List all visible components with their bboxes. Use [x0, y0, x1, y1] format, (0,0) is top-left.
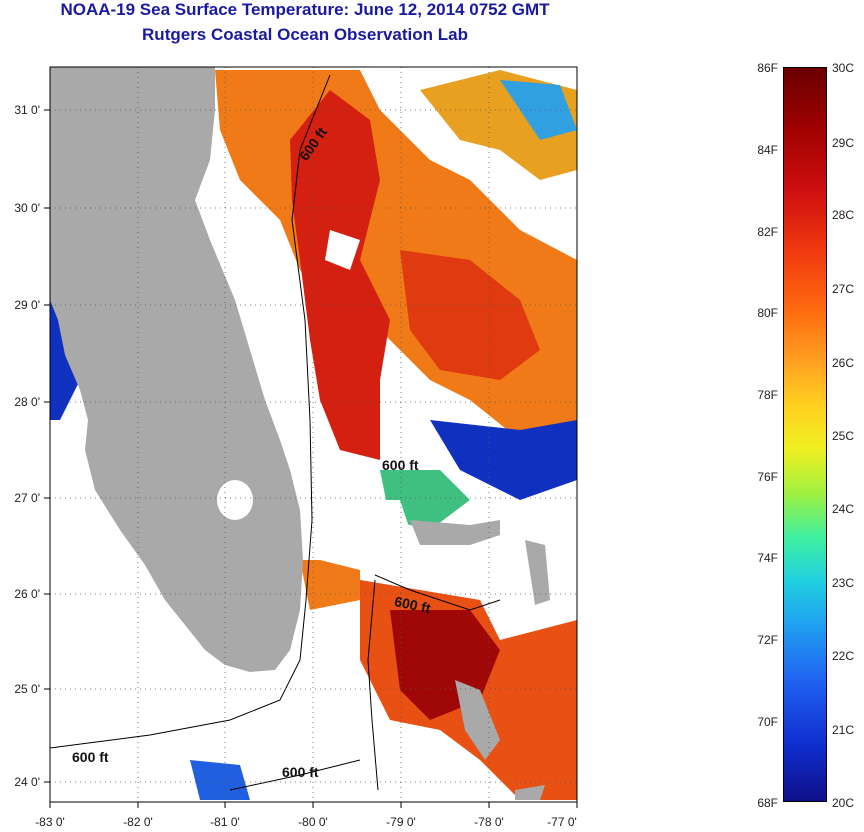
bahamas-land — [515, 785, 545, 800]
fahrenheit-tick: 86F — [757, 61, 778, 75]
cloud-cover — [390, 380, 445, 420]
contour-label: 600 ft — [282, 764, 319, 780]
latitude-label: 27 0' — [14, 491, 40, 505]
fahrenheit-tick: 70F — [757, 715, 778, 729]
latitude-label: 24 0' — [14, 775, 40, 789]
longitude-label: -82 0' — [123, 815, 153, 829]
warm-water-region — [300, 560, 360, 610]
celsius-tick: 24C — [832, 502, 855, 516]
map-title: NOAA-19 Sea Surface Temperature: June 12… — [60, 0, 550, 19]
celsius-tick: 30C — [832, 61, 855, 75]
gulf-stream-region — [400, 250, 540, 380]
bahamas-land — [410, 520, 500, 545]
celsius-tick: 27C — [832, 282, 855, 296]
contour-label: 600 ft — [72, 749, 109, 765]
celsius-tick: 26C — [832, 356, 855, 370]
latitude-label: 25 0' — [14, 682, 40, 696]
fahrenheit-tick: 78F — [757, 388, 778, 402]
gulf-stream-region — [290, 90, 390, 460]
longitude-label: -79 0' — [386, 815, 416, 829]
cool-water-region — [430, 420, 577, 500]
celsius-tick: 29C — [832, 136, 855, 150]
longitude-label: -80 0' — [298, 815, 328, 829]
latitude-label: 26 0' — [14, 587, 40, 601]
latitude-label: 31 0' — [14, 103, 40, 117]
cool-water-region — [500, 80, 577, 140]
celsius-tick: 21C — [832, 723, 855, 737]
bahamas-land — [455, 680, 500, 760]
fahrenheit-tick: 80F — [757, 306, 778, 320]
celsius-tick: 22C — [832, 649, 855, 663]
fahrenheit-tick: 82F — [757, 225, 778, 239]
fahrenheit-tick: 84F — [757, 143, 778, 157]
bahamas-land — [525, 540, 550, 605]
cool-water-region — [190, 760, 250, 800]
celsius-tick: 20C — [832, 796, 855, 810]
fahrenheit-tick: 72F — [757, 633, 778, 647]
axis-ticks — [44, 109, 578, 808]
600ft-contour — [374, 574, 501, 611]
longitude-label: -83 0' — [35, 815, 65, 829]
longitude-label: -78 0' — [474, 815, 504, 829]
lake-okeechobee — [217, 480, 253, 520]
map-subtitle: Rutgers Coastal Ocean Observation Lab — [142, 25, 468, 44]
cloud-cover — [300, 500, 420, 570]
contour-label: 600 ft — [382, 457, 419, 473]
florida-land — [50, 67, 303, 672]
celsius-tick: 25C — [832, 429, 855, 443]
longitude-label: -77 0' — [547, 815, 577, 829]
600ft-contour — [229, 759, 361, 791]
latitude-label: 30 0' — [14, 201, 40, 215]
600ft-contour — [50, 74, 331, 749]
latitude-label: 29 0' — [14, 298, 40, 312]
contour-label: 600 ft — [393, 593, 432, 616]
fahrenheit-tick: 68F — [757, 796, 778, 810]
longitude-label: -81 0' — [210, 815, 240, 829]
fahrenheit-tick: 74F — [757, 551, 778, 565]
map-layers — [50, 67, 577, 802]
latitude-label: 28 0' — [14, 395, 40, 409]
temperature-colorbar — [783, 67, 827, 802]
celsius-tick: 23C — [832, 576, 855, 590]
cloud-cover — [325, 230, 360, 270]
fahrenheit-tick: 76F — [757, 470, 778, 484]
600ft-contour — [367, 579, 379, 791]
celsius-tick: 28C — [832, 208, 855, 222]
